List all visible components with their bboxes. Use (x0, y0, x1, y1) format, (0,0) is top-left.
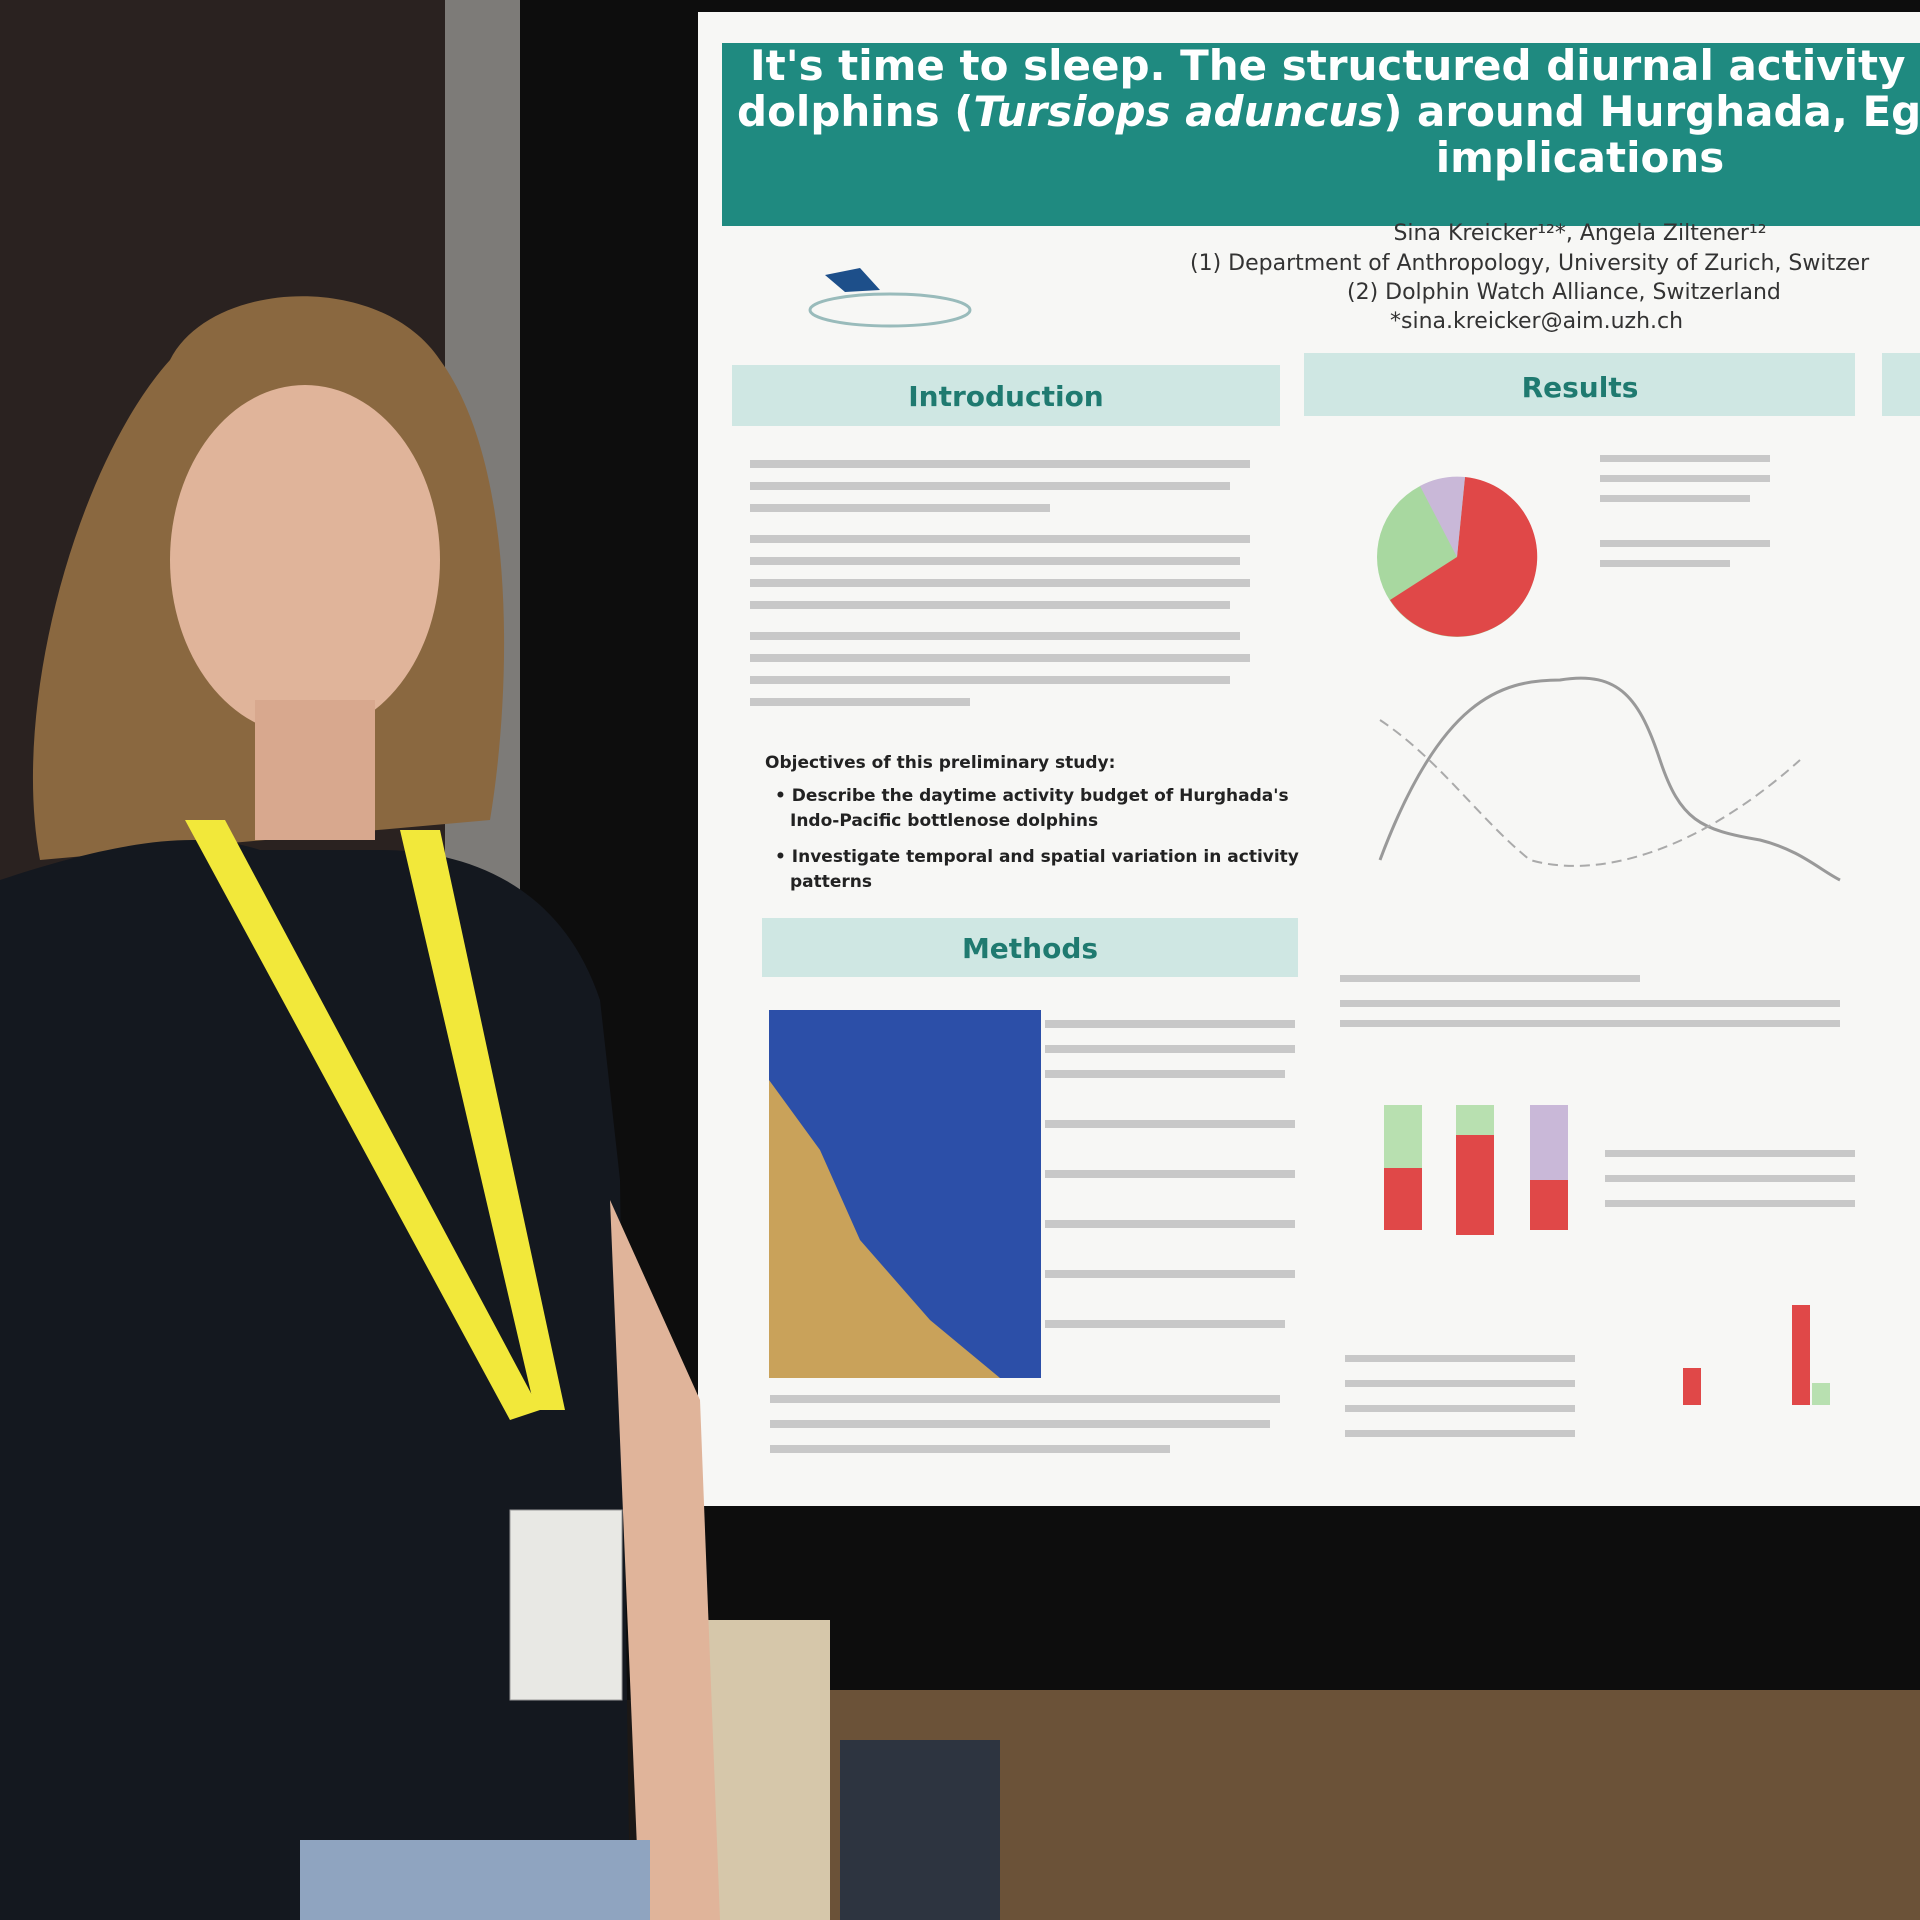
logo (808, 292, 972, 328)
blurred-text (1340, 455, 1855, 1437)
affiliation: (1) Department of Anthropology, Universi… (1190, 251, 1870, 276)
lanyard (185, 820, 540, 1420)
poster-title: It's time to sleep. The structured diurn… (750, 41, 1920, 90)
poster-title: implications (1436, 133, 1724, 182)
face (170, 385, 440, 735)
legs (840, 1740, 1000, 1920)
line-chart (1378, 676, 1841, 882)
map-land (769, 1080, 1000, 1378)
section-bar (732, 365, 1280, 426)
objective: • Describe the daytime activity budget o… (775, 786, 1289, 806)
objectives-heading: Objectives of this preliminary study: (765, 753, 1115, 773)
line-chart (1379, 719, 1801, 867)
blurred-text (770, 1020, 1295, 1453)
section-bar (1882, 353, 1920, 416)
pie-slice (1390, 477, 1538, 637)
objective: patterns (790, 872, 872, 892)
section-title: Results (1522, 371, 1639, 404)
arm (610, 1200, 720, 1920)
bar (1792, 1305, 1810, 1405)
badge (509, 1509, 623, 1701)
section-bar (762, 918, 1298, 977)
poster-title: dolphins (Tursiops aduncus) around Hurgh… (737, 87, 1920, 136)
neck (255, 700, 375, 840)
floor (820, 1690, 1920, 1920)
title-banner (722, 43, 1920, 226)
bar (1384, 1168, 1422, 1230)
section-bar (1304, 353, 1855, 416)
lanyard (400, 830, 565, 1410)
bar (1812, 1383, 1830, 1405)
bar (1683, 1368, 1701, 1405)
objective: • Investigate temporal and spatial varia… (775, 847, 1299, 867)
logo (825, 268, 880, 292)
pie-slice (1420, 476, 1465, 557)
email: *sina.kreicker@aim.uzh.ch (1390, 309, 1683, 334)
bar (1456, 1135, 1494, 1235)
objective: Indo-Pacific bottlenose dolphins (790, 811, 1098, 831)
section-title: Methods (962, 932, 1098, 965)
authors: Sina Kreicker¹²*, Angela Ziltener¹² (1393, 221, 1766, 246)
bar (1530, 1180, 1568, 1230)
jeans (300, 1840, 650, 1920)
affiliation: (2) Dolphin Watch Alliance, Switzerland (1347, 280, 1781, 305)
section-title: Introduction (908, 380, 1104, 413)
blurred-text (750, 460, 1250, 706)
